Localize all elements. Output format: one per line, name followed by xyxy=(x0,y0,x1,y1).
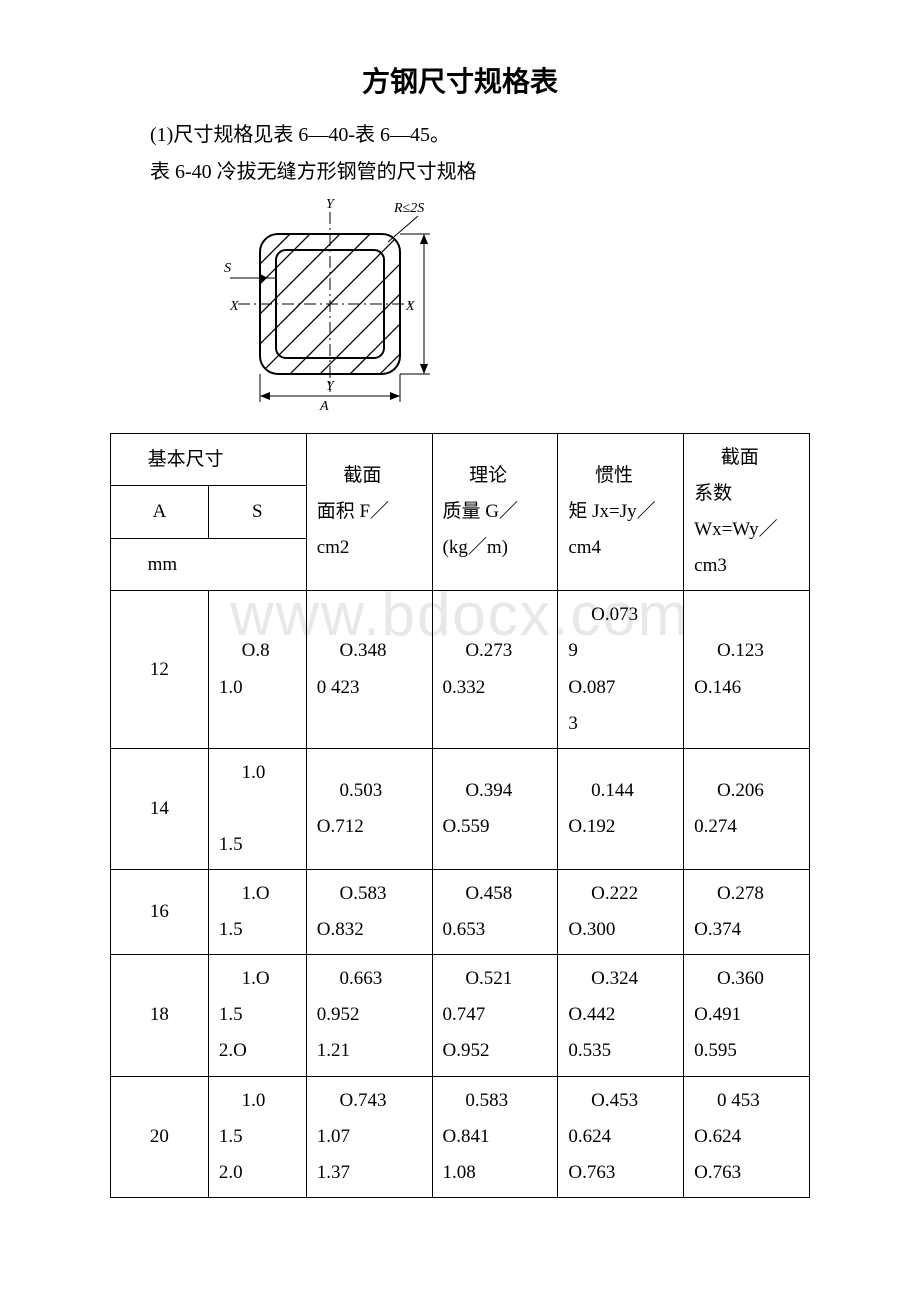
page-content: 方钢尺寸规格表 (1)尺寸规格见表 6—40-表 6—45。 表 6-40 冷拔… xyxy=(110,60,810,1198)
cell-j: 0.144 O.192 xyxy=(558,748,684,869)
cell-s: 1.0 1.5 xyxy=(208,748,306,869)
cell-f: O.583 O.832 xyxy=(306,870,432,955)
header-basic-dim: 基本尺寸 xyxy=(111,434,307,486)
cell-s: 1.O 1.5 2.O xyxy=(208,955,306,1076)
cell-s: 1.0 1.5 2.0 xyxy=(208,1076,306,1197)
cell-a: 18 xyxy=(111,955,209,1076)
diagram-label-y: Y xyxy=(326,197,336,212)
paragraph-2: 表 6-40 冷拔无缝方形钢管的尺寸规格 xyxy=(110,155,810,184)
cell-j: O.324 O.442 0.535 xyxy=(558,955,684,1076)
header-s: S xyxy=(208,486,306,538)
cell-w: O.123 O.146 xyxy=(684,591,810,748)
cell-s: O.8 1.0 xyxy=(208,591,306,748)
cell-a: 16 xyxy=(111,870,209,955)
header-inertia: 惯性 矩 Jx=Jy／ cm4 xyxy=(558,434,684,591)
paragraph-1: (1)尺寸规格见表 6—40-表 6—45。 xyxy=(110,118,810,147)
table-row: 12 O.8 1.0 O.348 0 423 O.273 0.332 O.073… xyxy=(111,591,810,748)
table-row: 18 1.O 1.5 2.O 0.663 0.952 1.21 O.521 0.… xyxy=(111,955,810,1076)
diagram-label-a: A xyxy=(319,399,329,414)
header-area: 截面 面积 F／ cm2 xyxy=(306,434,432,591)
cell-g: O.521 0.747 O.952 xyxy=(432,955,558,1076)
cell-f: 0.503 O.712 xyxy=(306,748,432,869)
cell-f: 0.663 0.952 1.21 xyxy=(306,955,432,1076)
cell-j: O.453 0.624 O.763 xyxy=(558,1076,684,1197)
cell-j: O.222 O.300 xyxy=(558,870,684,955)
cross-section-diagram: Y Y X X S A R≤2S xyxy=(110,194,810,419)
spec-table: 基本尺寸 截面 面积 F／ cm2 理论 质量 G／ (kg／m) 惯性 矩 J… xyxy=(110,433,810,1198)
diagram-label-x-right: X xyxy=(405,299,415,314)
cell-f: O.743 1.07 1.37 xyxy=(306,1076,432,1197)
table-row: 16 1.O 1.5 O.583 O.832 O.458 0.653 O.222… xyxy=(111,870,810,955)
cell-a: 14 xyxy=(111,748,209,869)
header-a: A xyxy=(111,486,209,538)
cell-g: 0.583 O.841 1.08 xyxy=(432,1076,558,1197)
cell-g: O.273 0.332 xyxy=(432,591,558,748)
diagram-label-x-left: X xyxy=(229,299,239,314)
diagram-label-s: S xyxy=(224,261,231,276)
table-row: 14 1.0 1.5 0.503 O.712 O.394 O.559 0.144… xyxy=(111,748,810,869)
diagram-label-y2: Y xyxy=(326,379,336,394)
diagram-label-r: R≤2S xyxy=(393,201,424,216)
cell-g: O.458 0.653 xyxy=(432,870,558,955)
page-title: 方钢尺寸规格表 xyxy=(110,60,810,100)
cell-s: 1.O 1.5 xyxy=(208,870,306,955)
header-mm: mm xyxy=(111,538,307,590)
table-row: 20 1.0 1.5 2.0 O.743 1.07 1.37 0.583 O.8… xyxy=(111,1076,810,1197)
cell-w: O.278 O.374 xyxy=(684,870,810,955)
header-mass: 理论 质量 G／ (kg／m) xyxy=(432,434,558,591)
header-section: 截面 系数 Wx=Wy／ cm3 xyxy=(684,434,810,591)
cell-a: 20 xyxy=(111,1076,209,1197)
cell-a: 12 xyxy=(111,591,209,748)
cell-w: O.360 O.491 0.595 xyxy=(684,955,810,1076)
cell-w: O.206 0.274 xyxy=(684,748,810,869)
cell-g: O.394 O.559 xyxy=(432,748,558,869)
cell-w: 0 453 O.624 O.763 xyxy=(684,1076,810,1197)
cell-j: O.073 9 O.087 3 xyxy=(558,591,684,748)
cell-f: O.348 0 423 xyxy=(306,591,432,748)
